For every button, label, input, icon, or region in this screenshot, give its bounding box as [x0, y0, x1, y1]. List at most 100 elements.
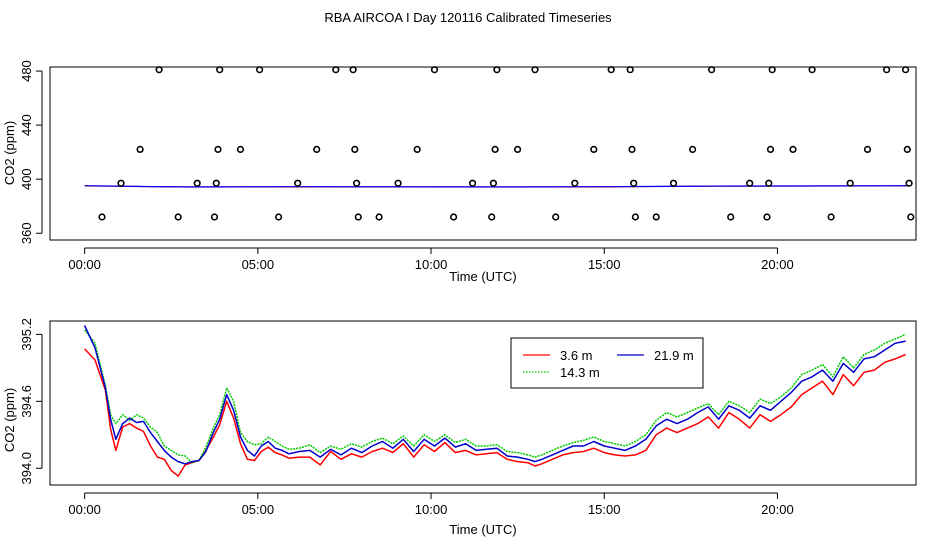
cal-point-15 — [332, 66, 340, 74]
cal-point-32 — [552, 213, 560, 221]
cal-point-49 — [768, 66, 776, 74]
cal-point-35 — [607, 66, 615, 74]
cal-point-20 — [375, 213, 383, 221]
bottom-x-axis-label: Time (UTC) — [449, 522, 516, 537]
cal-point-7 — [212, 179, 220, 187]
bottom-x-tick-label-4: 20:00 — [761, 502, 794, 517]
cal-point-47 — [765, 179, 773, 187]
cal-point-55 — [882, 66, 891, 74]
calibration-panel: 00:00 05:00 10:00 15:00 20:00 360 400 440 480 T… — [2, 60, 917, 284]
chart-title: RBA AIRCOA I Day 120116 Calibrated Times… — [324, 10, 612, 25]
cal-points-group — [98, 66, 915, 221]
cal-point-41 — [669, 179, 678, 187]
line-series-21-9-m — [83, 325, 906, 465]
top-y-tick-label-1: 400 — [19, 168, 34, 190]
bottom-series-group — [83, 325, 906, 477]
bottom-x-tick-label-2: 10:00 — [415, 502, 448, 517]
cal-point-40 — [652, 213, 660, 221]
bottom-y-axis-label: CO2 (ppm) — [2, 388, 17, 452]
top-y-tick-label-2: 440 — [19, 114, 34, 136]
cal-point-57 — [903, 145, 911, 153]
cal-point-10 — [236, 145, 245, 153]
bottom-x-tick-label-0: 00:00 — [68, 502, 101, 517]
legend-label-3-6m: 3.6 m — [560, 348, 593, 363]
cal-point-37 — [628, 145, 636, 153]
bottom-x-tick-label-1: 05:00 — [242, 502, 275, 517]
cal-point-0 — [98, 213, 106, 221]
line-series-14-3-m — [84, 329, 906, 464]
top-plot-frame — [49, 66, 917, 241]
cal-point-26 — [488, 213, 496, 221]
cal-point-4 — [174, 213, 182, 221]
cal-point-18 — [353, 179, 361, 187]
bottom-plot-frame — [49, 320, 917, 486]
bottom-y-tick-label-1: 394.6 — [19, 385, 34, 418]
cal-point-39 — [631, 213, 640, 221]
cal-point-33 — [571, 179, 579, 187]
cal-point-38 — [630, 179, 638, 187]
line-series-3-6-m — [84, 348, 906, 477]
top-x-tick-label-4: 20:00 — [761, 257, 794, 272]
cal-point-52 — [827, 213, 835, 221]
bottom-y-tick-label-2: 395.2 — [19, 318, 34, 351]
cal-point-3 — [155, 66, 163, 74]
top-series-group — [84, 185, 910, 188]
top-x-tick-label-2: 10:00 — [415, 257, 448, 272]
legend-label-21-9m: 21.9 m — [654, 348, 694, 363]
bottom-y-axis: 394.0 394.6 395.2 — [19, 318, 43, 485]
top-y-tick-label-3: 480 — [19, 60, 34, 82]
cal-point-6 — [210, 213, 219, 221]
cal-point-23 — [430, 66, 439, 74]
bottom-x-tick-label-3: 15:00 — [588, 502, 621, 517]
cal-point-34 — [590, 145, 598, 153]
top-x-tick-label-1: 05:00 — [242, 257, 275, 272]
cal-point-2 — [136, 145, 144, 153]
cal-point-48 — [766, 145, 775, 153]
cal-point-21 — [394, 179, 402, 187]
cal-point-54 — [863, 145, 872, 153]
top-y-axis-label: CO2 (ppm) — [2, 121, 17, 185]
cal-point-43 — [707, 66, 716, 74]
cal-point-13 — [294, 179, 302, 187]
cal-point-29 — [493, 66, 501, 74]
cal-point-12 — [275, 213, 283, 221]
bottom-y-tick-label-0: 394.0 — [19, 452, 34, 485]
cal-point-5 — [193, 179, 201, 187]
legend-box — [510, 337, 704, 389]
cal-point-11 — [256, 66, 264, 74]
cal-point-9 — [216, 66, 224, 74]
cal-point-27 — [489, 179, 498, 187]
cal-point-59 — [907, 213, 915, 221]
cal-point-1 — [117, 179, 125, 187]
cal-point-45 — [746, 179, 754, 187]
cal-point-46 — [763, 213, 771, 221]
cal-point-58 — [905, 179, 913, 187]
cal-point-14 — [313, 145, 321, 153]
top-series-21-9-m — [84, 185, 910, 188]
bottom-x-axis: 00:00 05:00 10:00 15:00 20:00 — [68, 492, 794, 517]
cal-point-22 — [413, 145, 421, 153]
cal-point-16 — [349, 66, 357, 74]
timeseries-panel: 00:00 05:00 10:00 15:00 20:00 394.0 394.6 395.… — [2, 318, 917, 537]
cal-point-51 — [808, 66, 816, 74]
cal-point-42 — [688, 145, 697, 153]
cal-point-56 — [901, 66, 910, 74]
cal-point-44 — [727, 213, 735, 221]
cal-point-8 — [214, 145, 222, 153]
cal-point-25 — [469, 179, 477, 187]
cal-point-36 — [626, 66, 634, 74]
cal-point-19 — [354, 213, 362, 221]
top-x-tick-label-0: 00:00 — [68, 257, 101, 272]
top-x-axis-label: Time (UTC) — [449, 269, 516, 284]
legend-label-14-3m: 14.3 m — [560, 365, 600, 380]
cal-point-30 — [513, 145, 522, 153]
cal-point-31 — [531, 66, 539, 74]
legend: 3.6 m 14.3 m 21.9 m — [510, 337, 704, 389]
top-x-tick-label-3: 15:00 — [588, 257, 621, 272]
cal-point-24 — [450, 213, 458, 221]
cal-point-53 — [846, 179, 854, 187]
top-x-axis: 00:00 05:00 10:00 15:00 20:00 — [68, 247, 794, 272]
cal-point-17 — [351, 145, 359, 153]
top-y-tick-label-0: 360 — [19, 222, 34, 244]
